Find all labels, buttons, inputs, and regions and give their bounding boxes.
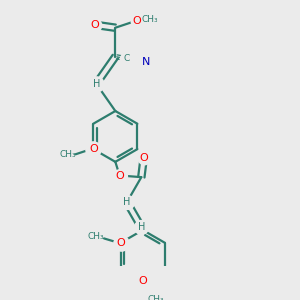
Text: O: O [133,16,141,26]
Text: CH₃: CH₃ [59,150,76,159]
Text: O: O [116,238,125,248]
Text: O: O [115,171,124,181]
Text: N: N [142,57,150,67]
Text: O: O [139,153,148,164]
Text: O: O [91,20,100,30]
Text: CH₃: CH₃ [142,15,158,24]
Text: H: H [123,197,130,207]
Text: C: C [123,54,129,63]
Text: CH₃: CH₃ [88,232,104,242]
Text: O: O [138,276,147,286]
Text: CH₃: CH₃ [148,295,164,300]
Text: O: O [89,144,98,154]
Text: H: H [138,222,145,232]
Text: H: H [93,79,100,89]
